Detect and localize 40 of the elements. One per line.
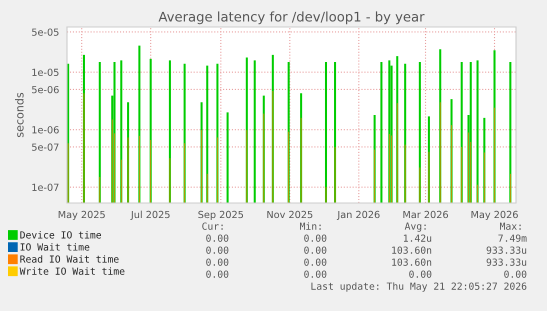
text: 0.00: [304, 258, 326, 266]
text: 0.00: [206, 270, 228, 278]
x-tick-label: Jul 2025: [130, 210, 170, 220]
text: 0.00: [304, 270, 326, 278]
text: 0.00: [206, 258, 228, 266]
y-tick-label: 5e-05: [32, 28, 59, 36]
text: Avg:: [404, 222, 426, 232]
x-tick-label: Mar 2026: [403, 210, 448, 218]
legend-label: IO Wait time: [20, 243, 90, 251]
text: 1.42u: [404, 234, 432, 242]
text: 103.60n: [392, 258, 432, 266]
chart-title: Average latency for /dev/loop1 - by year: [158, 11, 425, 24]
text: 7.49m: [498, 234, 527, 242]
y-tick-label: 1e-07: [32, 184, 59, 191]
legend-label: Read IO Wait time: [20, 255, 119, 263]
x-tick-label: May 2026: [472, 210, 518, 220]
legend-label: Device IO time: [20, 231, 102, 239]
y-tick-label: 5e-06: [32, 86, 59, 94]
text: 0.00: [304, 246, 326, 254]
y-tick-label: 1e-05: [32, 68, 59, 76]
text: Max:: [500, 222, 521, 230]
x-tick-label: Sep 2025: [198, 210, 244, 220]
text: 0.00: [409, 270, 432, 278]
text: 0.00: [206, 234, 228, 242]
legend-label: Write IO Wait time: [20, 267, 124, 275]
text: 0.00: [206, 246, 228, 254]
y-tick-label: 1e-06: [32, 126, 59, 134]
text: 933.33u: [486, 258, 526, 266]
y-tick-label: 5e-07: [32, 143, 59, 151]
text: 933.33u: [486, 246, 526, 254]
text: 0.00: [304, 234, 326, 242]
text: Min:: [300, 222, 321, 230]
y-axis-title: seconds: [15, 92, 24, 138]
text: 0.00: [504, 270, 526, 278]
text: Last update: Thu May 21 22:05:27 2026: [311, 282, 526, 292]
x-tick-label: May 2025: [58, 210, 105, 220]
x-tick-label: Jan 2026: [336, 210, 380, 220]
text: 103.60n: [392, 246, 432, 254]
x-tick-label: Nov 2025: [267, 210, 312, 218]
text: Cur:: [202, 222, 223, 230]
